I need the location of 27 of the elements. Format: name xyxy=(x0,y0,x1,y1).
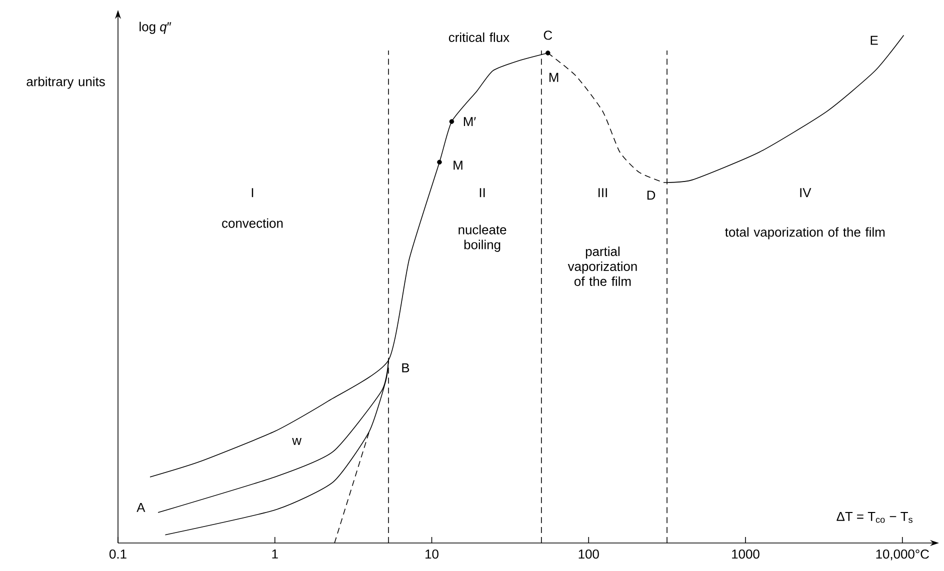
annotation: E xyxy=(870,36,878,45)
text: arbitrary units xyxy=(26,76,105,89)
x-tick-label: 0.1 xyxy=(109,550,126,559)
annotation: partial vaporization of the film xyxy=(568,246,637,286)
annotation: total vaporization of the film xyxy=(725,227,885,240)
y-axis-title: log q″ xyxy=(140,22,172,34)
x-tick-label: 1 xyxy=(272,550,278,558)
annotation: D xyxy=(647,190,656,200)
annotation: ΔT = T$_{co}$ − T$_{s}$ xyxy=(836,512,912,523)
annotation: A xyxy=(136,503,146,512)
annotation: B xyxy=(402,363,410,372)
annotation: M xyxy=(454,160,462,170)
x-tick-label: 10 xyxy=(426,550,438,559)
x-tick-label: 100 xyxy=(578,550,599,559)
x-tick-label: 1000 xyxy=(732,550,760,559)
x-tick-label: 10,000°C xyxy=(876,550,929,560)
annotation: w xyxy=(292,438,302,445)
annotation: critical flux xyxy=(448,32,510,42)
annotation: convection xyxy=(222,218,283,228)
annotation: I xyxy=(252,188,254,198)
annotation: IV xyxy=(800,188,812,198)
annotation: M xyxy=(549,72,558,82)
annotation: M′ xyxy=(464,117,476,126)
annotation: II xyxy=(480,188,485,198)
annotation: C xyxy=(544,30,552,40)
annotation: III xyxy=(598,188,607,198)
annotation: nucleate boiling xyxy=(458,224,506,252)
